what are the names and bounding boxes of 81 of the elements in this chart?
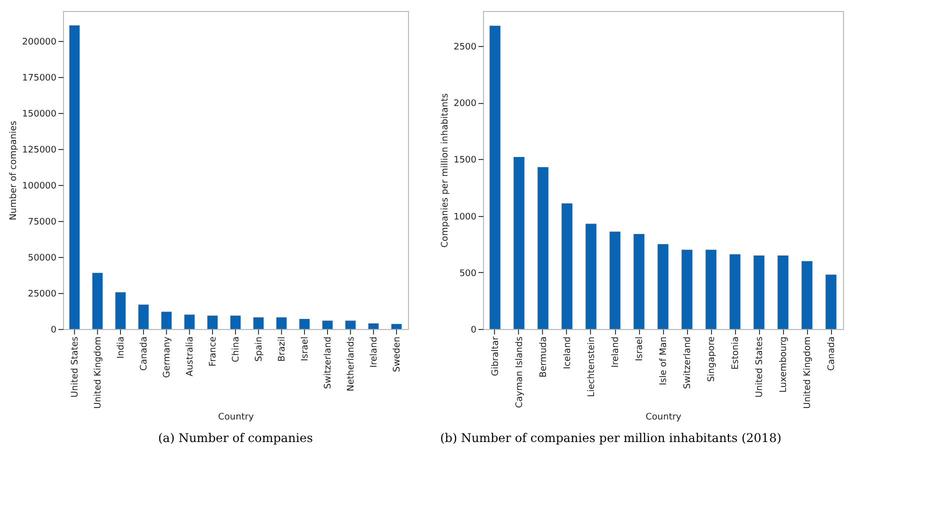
bar [322, 320, 333, 329]
x-tick-label: China [232, 336, 242, 362]
bar [634, 234, 644, 329]
y-tick-label: 2000 [454, 99, 477, 110]
x-tick-label: Israel [635, 336, 645, 362]
x-tick-label: Iceland [563, 336, 573, 370]
x-tick-label: Spain [254, 336, 264, 362]
x-tick-label: India [116, 336, 126, 359]
bar [514, 156, 524, 329]
text: (b) Number of companies per million inhabitants (2018) [440, 431, 782, 446]
y-tick-label: 0 [50, 326, 57, 336]
y-tick-label: 1500 [454, 156, 477, 166]
x-tick-label: Canada [827, 336, 837, 371]
x-tick-label: Estonia [731, 336, 741, 370]
x-tick-label: Switzerland [683, 336, 693, 389]
y-tick-label: 150000 [22, 110, 57, 120]
bar [368, 323, 379, 329]
y-tick-label: 50000 [28, 254, 57, 264]
bar [802, 261, 812, 329]
bar [230, 316, 241, 329]
x-axis-title: Country [218, 412, 255, 423]
x-tick-label: Brazil [278, 336, 288, 362]
bar [345, 320, 356, 329]
bar [161, 312, 172, 329]
bar [69, 25, 80, 329]
bar [682, 250, 692, 329]
bar [706, 250, 716, 329]
bar [610, 232, 620, 329]
x-tick-label: Canada [140, 336, 150, 371]
x-tick-label: Sweden [392, 336, 402, 372]
y-axis-title: Number of companies [9, 120, 20, 220]
y-tick-label: 500 [459, 268, 477, 279]
bar [826, 274, 836, 329]
x-tick-label: Netherlands [346, 336, 356, 392]
bar [276, 317, 287, 329]
y-tick-label: 125000 [22, 146, 57, 156]
bar [115, 292, 126, 329]
bar [92, 272, 103, 329]
y-tick-label: 0 [470, 326, 477, 336]
x-tick-label: Isle of Man [659, 336, 669, 386]
bar [184, 314, 195, 329]
x-axis-title: Country [646, 412, 682, 423]
y-tick-label: 175000 [22, 74, 57, 84]
y-tick-label: 1000 [454, 212, 477, 222]
bar [391, 324, 402, 329]
bar [778, 255, 788, 329]
bar [538, 167, 548, 329]
bar [754, 255, 764, 329]
bar [299, 318, 310, 329]
x-tick-label: Ireland [611, 336, 621, 368]
x-tick-label: Ireland [370, 336, 380, 368]
x-tick-label: Switzerland [324, 336, 334, 389]
x-tick-label: Singapore [707, 336, 717, 382]
x-tick-label: Liechtenstein [587, 336, 597, 397]
bar [730, 254, 740, 329]
bar [586, 224, 596, 329]
x-tick-label: Gibraltar [491, 336, 501, 376]
y-tick-label: 25000 [28, 290, 57, 300]
y-axis-title: Companies per million inhabitants [440, 93, 451, 248]
x-tick-label: Bermuda [539, 336, 549, 378]
x-tick-label: Luxembourg [779, 336, 789, 393]
x-tick-label: Germany [162, 336, 172, 378]
text: (a) Number of companies [158, 431, 313, 446]
bar [490, 26, 500, 329]
x-tick-label: United Kingdom [94, 336, 104, 409]
x-tick-label: United States [755, 336, 765, 398]
y-tick-label: 200000 [22, 38, 57, 48]
x-tick-label: France [208, 336, 218, 366]
bar [253, 317, 264, 329]
y-tick-label: 75000 [28, 218, 57, 228]
x-tick-label: Israel [300, 336, 310, 362]
x-tick-label: United States [70, 336, 80, 398]
bar [562, 203, 572, 329]
bar [658, 244, 668, 329]
bar [207, 316, 218, 329]
y-tick-label: 2500 [454, 42, 477, 53]
bar [138, 304, 149, 329]
x-tick-label: Australia [186, 336, 196, 376]
y-tick-label: 100000 [22, 182, 57, 192]
x-tick-label: Cayman Islands [515, 336, 525, 408]
x-tick-label: United Kingdom [803, 336, 813, 409]
